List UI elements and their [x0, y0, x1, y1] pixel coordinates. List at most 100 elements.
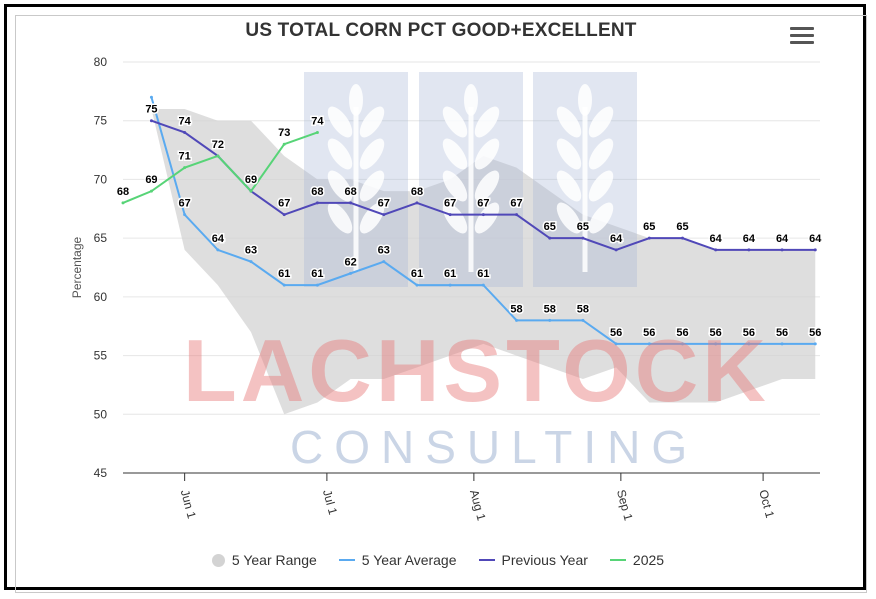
y-tick-label: 80	[94, 55, 108, 69]
data-point-previous-year	[349, 201, 353, 205]
wheat-icon	[419, 72, 523, 287]
data-point-previous-year	[714, 248, 718, 252]
chart-title: US TOTAL CORN PCT GOOD+EXCELLENT	[245, 20, 637, 41]
chart-inner-border	[15, 15, 867, 593]
data-point-previous-year	[548, 236, 552, 240]
data-label-previous-year: 74	[179, 115, 192, 127]
x-tick-label: Jun 1	[178, 488, 199, 520]
data-point-previous-year	[813, 248, 817, 252]
legend-label: Previous Year	[501, 552, 588, 568]
data-labels: 67 64 63 61 61 62 63 61 61 61 58 58 58 56 56 56 56 56 56 56…	[115, 102, 823, 340]
x-tick-label: Oct 1	[756, 488, 777, 520]
data-label-previous-year: 64	[610, 233, 623, 245]
x-tick-label: Sep 1	[614, 488, 636, 522]
data-point-previous-year	[183, 130, 187, 134]
data-label-5-year-average: 56	[643, 327, 655, 339]
data-point-previous-year	[647, 236, 651, 240]
data-point-5-year-average	[249, 260, 253, 264]
data-point-5-year-average	[680, 342, 684, 346]
data-point-previous-year	[581, 236, 585, 240]
data-point-previous-year	[448, 213, 452, 217]
legend-item-2025[interactable]: 2025	[609, 552, 665, 568]
data-label-5-year-average: 61	[278, 268, 290, 280]
data-label-5-year-average: 56	[809, 327, 821, 339]
legend-swatch-average	[338, 559, 355, 561]
data-point-5-year-average	[448, 283, 452, 287]
y-axis-title: Percentage	[70, 236, 84, 298]
legend-item-previous-year[interactable]: Previous Year	[478, 552, 588, 568]
data-point-2025	[249, 189, 253, 193]
data-point-5-year-average	[747, 342, 751, 346]
data-point-5-year-average	[780, 342, 784, 346]
data-label-previous-year: 65	[676, 221, 688, 233]
data-point-previous-year	[149, 119, 153, 123]
data-label-5-year-average: 61	[411, 268, 423, 280]
data-point-5-year-average	[216, 248, 220, 252]
data-label-previous-year: 67	[477, 198, 489, 210]
data-label-previous-year: 65	[577, 221, 589, 233]
data-point-previous-year	[747, 248, 751, 252]
legend-label: 2025	[632, 552, 665, 568]
legend-swatch-previous-year	[478, 559, 495, 561]
data-label-5-year-average: 56	[743, 327, 755, 339]
data-label-previous-year: 65	[643, 221, 655, 233]
data-label-5-year-average: 61	[477, 268, 489, 280]
data-point-5-year-average	[149, 95, 153, 99]
wheat-icon	[533, 72, 637, 287]
data-label-5-year-average: 61	[444, 268, 456, 280]
y-tick-label: 60	[94, 290, 108, 304]
data-label-previous-year: 67	[278, 198, 290, 210]
legend-item-5-year-range[interactable]: 5 Year Range	[211, 552, 317, 568]
x-tick-label: Aug 1	[467, 488, 489, 522]
data-label-5-year-average: 58	[510, 303, 522, 315]
data-label-previous-year: 65	[544, 221, 556, 233]
data-point-previous-year	[680, 236, 684, 240]
data-point-5-year-average	[382, 260, 386, 264]
data-label-5-year-average: 63	[378, 245, 390, 257]
data-point-2025	[315, 130, 319, 134]
legend-item-5-year-average[interactable]: 5 Year Average	[338, 552, 457, 568]
data-label-previous-year: 68	[411, 186, 423, 198]
data-label-previous-year: 64	[776, 233, 789, 245]
y-tick-label: 65	[94, 231, 108, 245]
data-label-5-year-average: 64	[212, 233, 225, 245]
data-label-previous-year: 64	[710, 233, 723, 245]
data-point-previous-year	[780, 248, 784, 252]
data-label-5-year-average: 56	[776, 327, 788, 339]
legend-swatch-range	[211, 553, 225, 567]
data-label-5-year-average: 61	[311, 268, 323, 280]
data-label-previous-year: 69	[245, 174, 257, 186]
data-point-previous-year	[614, 248, 618, 252]
data-label-5-year-average: 56	[676, 327, 688, 339]
data-label-2025: 69	[145, 174, 157, 186]
data-label-5-year-average: 56	[710, 327, 722, 339]
data-point-5-year-average	[581, 318, 585, 322]
data-label-2025: 73	[278, 127, 290, 139]
y-tick-label: 75	[94, 114, 108, 128]
data-point-previous-year	[282, 213, 286, 217]
y-tick-label: 55	[94, 349, 108, 363]
data-point-2025	[216, 154, 220, 158]
data-label-previous-year: 68	[311, 186, 323, 198]
hamburger-menu-icon[interactable]	[790, 27, 814, 47]
data-point-previous-year	[481, 213, 485, 217]
data-point-2025	[183, 166, 187, 170]
wheat-icon	[304, 72, 408, 287]
data-point-previous-year	[415, 201, 419, 205]
legend-label: 5 Year Average	[361, 552, 457, 568]
data-label-5-year-average: 58	[544, 303, 556, 315]
data-point-5-year-average	[714, 342, 718, 346]
data-label-2025: 71	[179, 151, 191, 163]
range-area-5-year	[151, 108, 816, 415]
data-point-5-year-average	[647, 342, 651, 346]
data-label-previous-year: 64	[809, 233, 822, 245]
y-tick-label: 45	[94, 466, 108, 480]
data-label-previous-year: 75	[145, 104, 157, 116]
data-label-previous-year: 72	[212, 139, 224, 151]
range-layer	[151, 108, 816, 415]
data-label-5-year-average: 62	[344, 256, 356, 268]
data-point-5-year-average	[813, 342, 817, 346]
data-point-previous-year	[315, 201, 319, 205]
data-point-previous-year	[382, 213, 386, 217]
